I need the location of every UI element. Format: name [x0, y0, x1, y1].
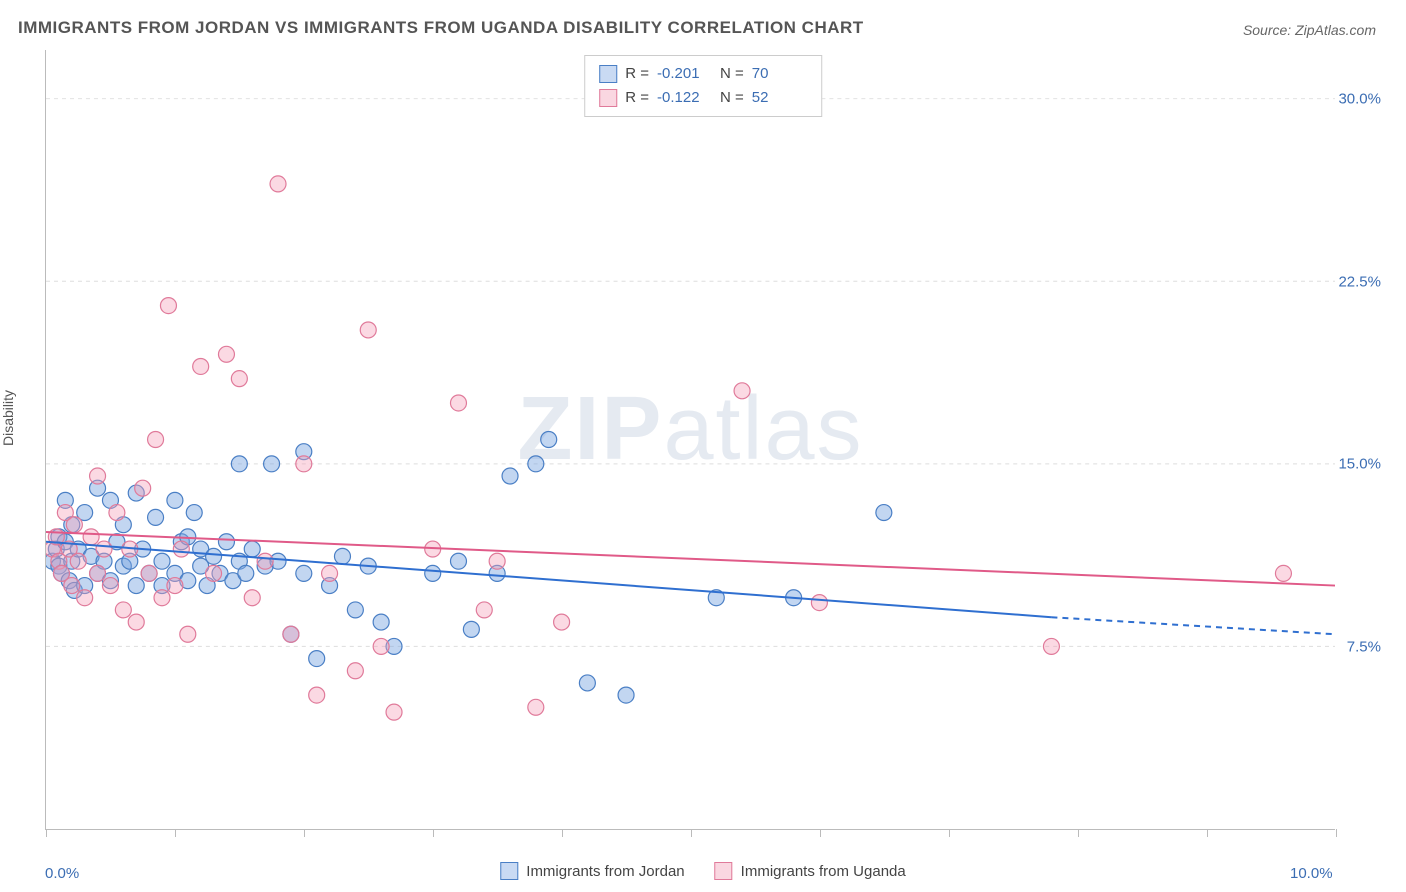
legend-item-jordan: Immigrants from Jordan	[500, 862, 684, 880]
y-tick-label: 15.0%	[1338, 456, 1381, 473]
x-tick	[691, 829, 692, 837]
n-label: N =	[720, 62, 744, 86]
x-tick	[820, 829, 821, 837]
swatch-jordan	[599, 65, 617, 83]
chart-plot-area: ZIPatlas	[45, 50, 1335, 830]
legend-swatch-uganda	[715, 862, 733, 880]
x-tick	[562, 829, 563, 837]
n-label: N =	[720, 86, 744, 110]
y-axis-label: Disability	[0, 390, 16, 446]
x-tick	[46, 829, 47, 837]
x-tick-label: 10.0%	[1290, 865, 1333, 882]
legend-label-jordan: Immigrants from Jordan	[526, 863, 684, 880]
x-tick	[1207, 829, 1208, 837]
source-attribution: Source: ZipAtlas.com	[1243, 22, 1376, 38]
scatter-svg	[46, 50, 1335, 829]
n-value-uganda: 52	[752, 86, 807, 110]
legend-item-uganda: Immigrants from Uganda	[715, 862, 906, 880]
chart-title: IMMIGRANTS FROM JORDAN VS IMMIGRANTS FRO…	[18, 18, 864, 38]
x-tick-label: 0.0%	[45, 865, 79, 882]
source-prefix: Source:	[1243, 22, 1295, 38]
x-tick	[304, 829, 305, 837]
source-name: ZipAtlas.com	[1295, 22, 1376, 38]
x-tick	[949, 829, 950, 837]
y-tick-label: 7.5%	[1347, 639, 1381, 656]
x-tick	[1078, 829, 1079, 837]
x-tick	[1336, 829, 1337, 837]
legend-label-uganda: Immigrants from Uganda	[741, 863, 906, 880]
r-label: R =	[625, 86, 649, 110]
swatch-uganda	[599, 89, 617, 107]
r-value-jordan: -0.201	[657, 62, 712, 86]
r-value-uganda: -0.122	[657, 86, 712, 110]
n-value-jordan: 70	[752, 62, 807, 86]
legend-swatch-jordan	[500, 862, 518, 880]
bottom-legend: Immigrants from Jordan Immigrants from U…	[500, 862, 905, 880]
x-tick	[175, 829, 176, 837]
correlation-stats-box: R = -0.201 N = 70 R = -0.122 N = 52	[584, 55, 822, 117]
y-tick-label: 30.0%	[1338, 90, 1381, 107]
y-tick-label: 22.5%	[1338, 273, 1381, 290]
stats-row-uganda: R = -0.122 N = 52	[599, 86, 807, 110]
stats-row-jordan: R = -0.201 N = 70	[599, 62, 807, 86]
x-tick	[433, 829, 434, 837]
r-label: R =	[625, 62, 649, 86]
